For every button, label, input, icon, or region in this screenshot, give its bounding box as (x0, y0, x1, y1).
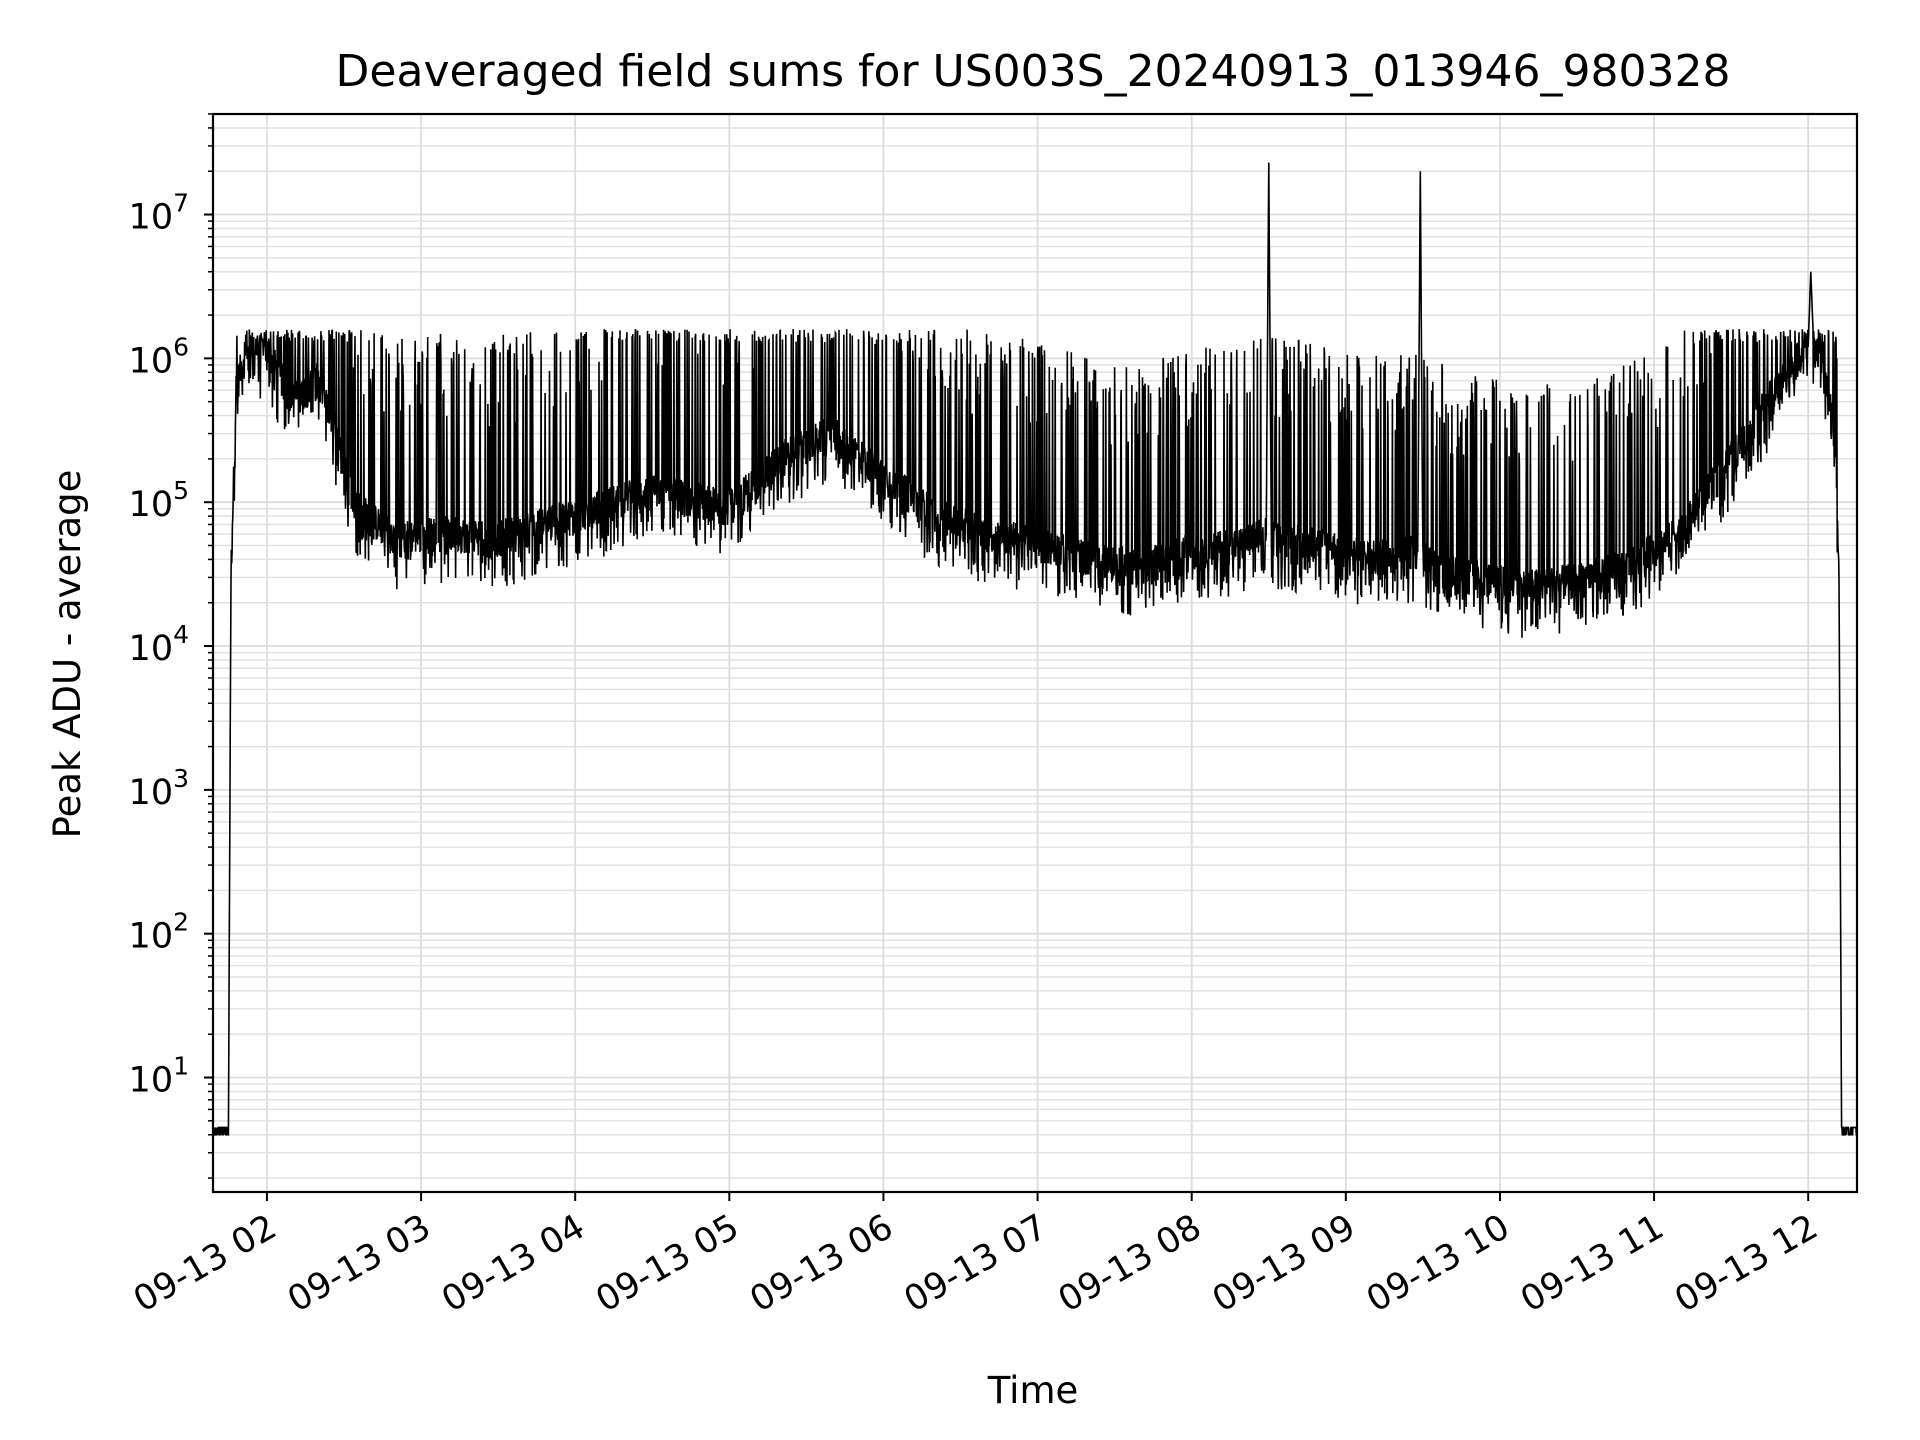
y-tick-label: 102 (129, 908, 189, 957)
y-axis: 101 102 103 104 105 106 107 (129, 113, 213, 1179)
y-tick-label: 105 (129, 476, 189, 525)
y-tick-label: 104 (129, 620, 189, 669)
y-tick-label: 101 (129, 1052, 189, 1101)
y-axis-label: Peak ADU - average (46, 470, 89, 839)
y-tick-label: 103 (129, 764, 189, 813)
x-axis-label: Time (987, 1369, 1079, 1412)
y-tick-label: 106 (129, 332, 189, 381)
y-tick-label: 107 (129, 189, 189, 238)
plot-area (211, 112, 1859, 1194)
data-line-series (212, 162, 1858, 1136)
chart-title: Deaveraged field sums for US003S_2024091… (336, 46, 1731, 97)
